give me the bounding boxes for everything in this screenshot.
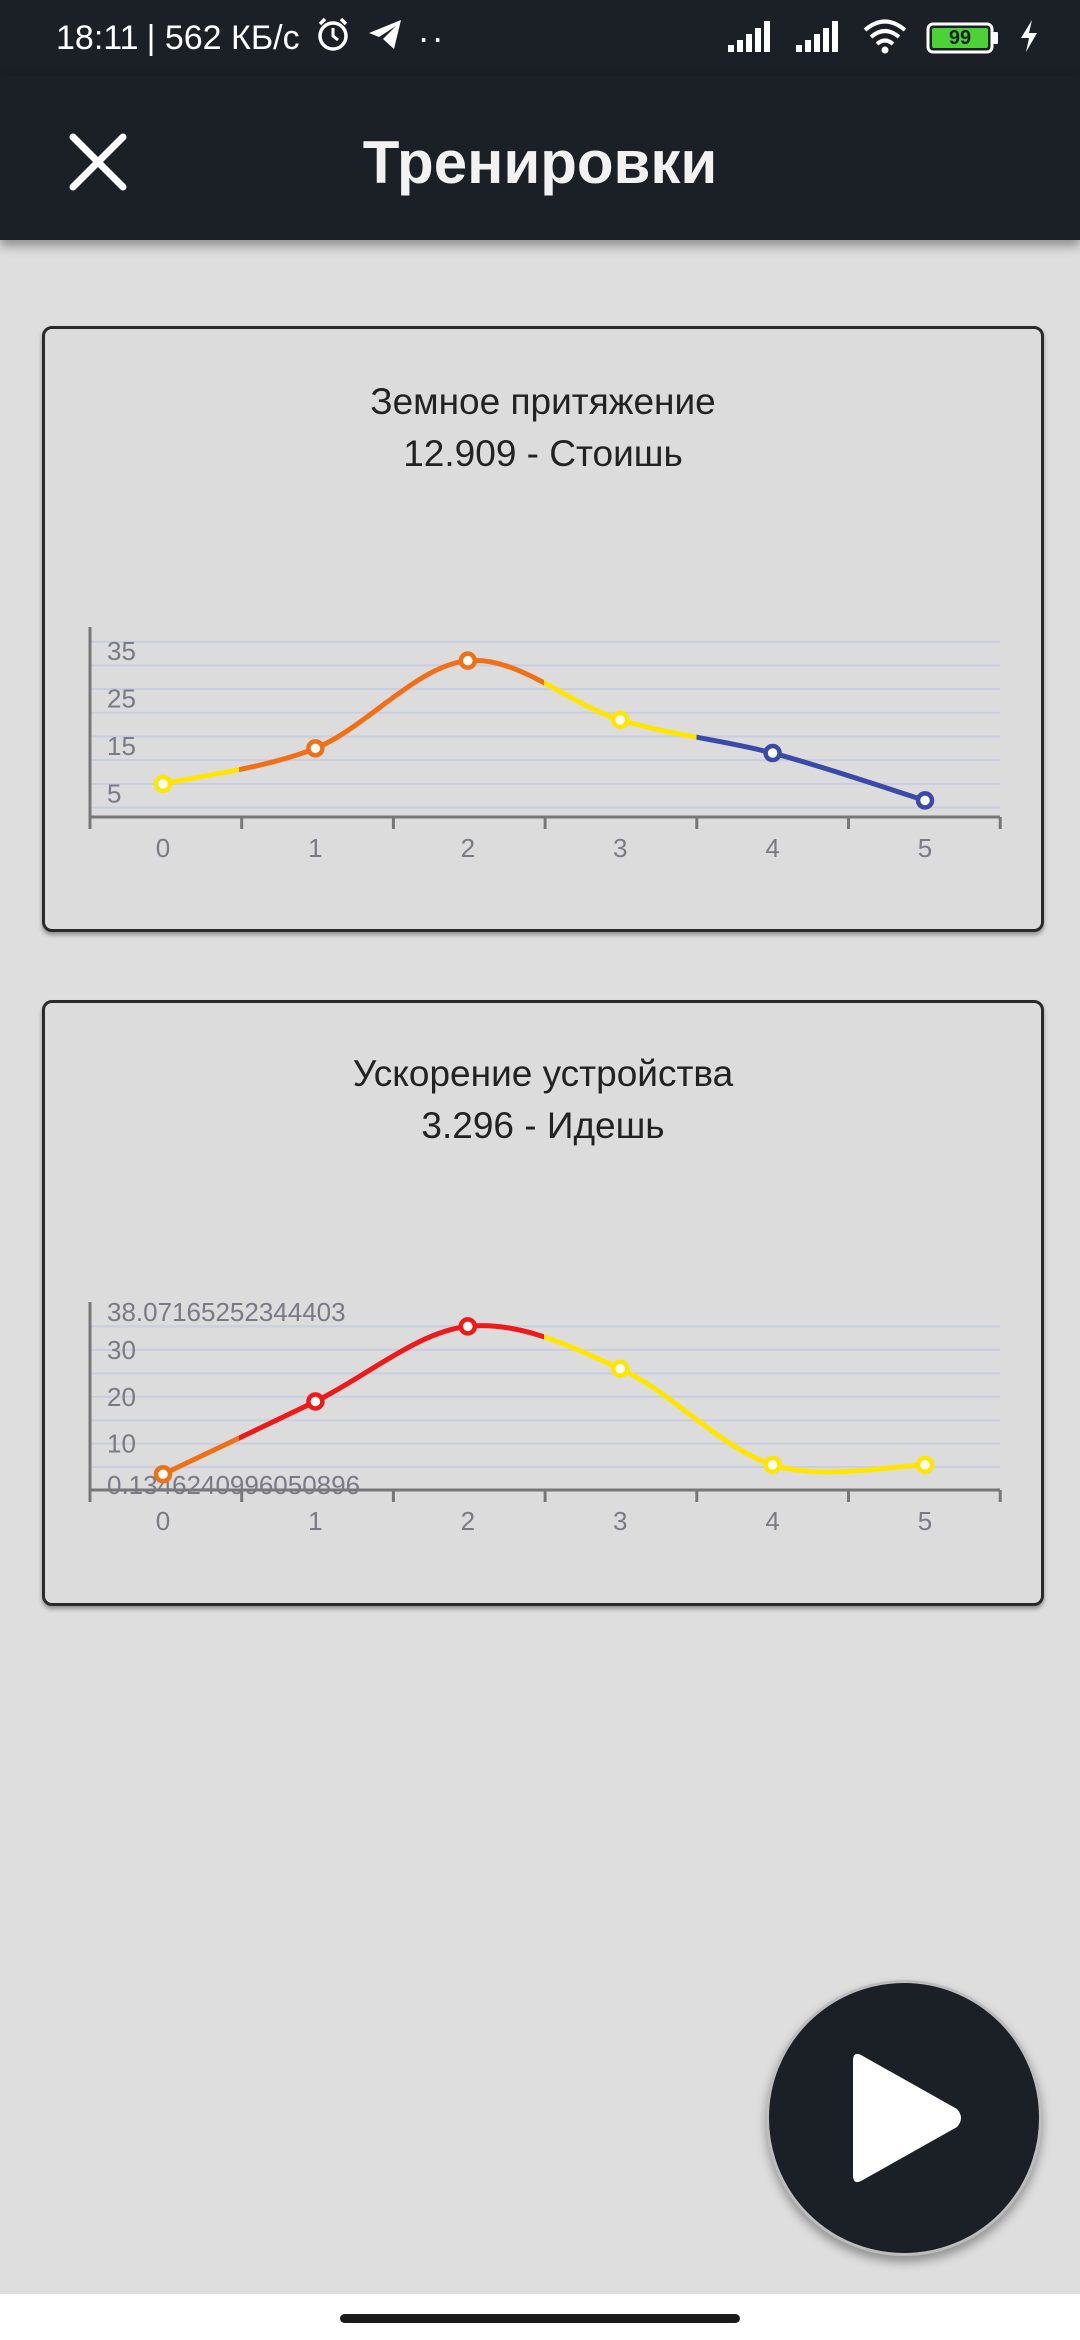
gravity-card: Земное притяжение 12.909 - Стоишь 0 1 2 3 4 5… (42, 326, 1044, 932)
x-tick-label: 2 (461, 833, 475, 863)
app-bar: Тренировки (0, 76, 1080, 240)
status-bar: 18:11 | 562 КБ/с ·· (0, 0, 1080, 76)
series-line-segment (160, 745, 318, 787)
card-subtitle: 3.296 - Идешь (421, 1105, 665, 1146)
series-line-segment (312, 1323, 471, 1404)
signal-icon (726, 19, 776, 58)
x-tick-label: 0 (156, 1506, 170, 1536)
data-point (153, 1464, 173, 1484)
data-point (458, 1317, 478, 1336)
series-line-segment (617, 1366, 776, 1468)
close-button[interactable] (58, 122, 138, 202)
data-point (458, 651, 478, 670)
x-tick-label: 5 (918, 1506, 932, 1536)
series-line-segment (465, 657, 623, 723)
play-icon (853, 2053, 961, 2183)
telegram-icon (366, 15, 404, 62)
status-bar-right: 99 (726, 0, 1040, 76)
y-tick-label: 38.07165252344403 (107, 1297, 346, 1327)
status-time: 18:11 (56, 18, 139, 57)
y-tick-label: 0.1346240996050896 (107, 1470, 360, 1500)
x-tick-label: 1 (308, 833, 322, 863)
series-line-segment (312, 658, 471, 751)
y-tick-label: 10 (107, 1429, 136, 1459)
y-tick-label: 20 (107, 1382, 136, 1412)
wifi-icon (862, 18, 908, 59)
signal-icon (794, 19, 844, 58)
page-title: Тренировки (362, 129, 718, 196)
data-point (763, 1455, 782, 1475)
y-tick-label: 5 (107, 778, 121, 808)
data-point (610, 710, 630, 730)
x-tick-label: 2 (461, 1506, 475, 1536)
charging-icon (1018, 19, 1040, 58)
data-point (763, 743, 782, 763)
series-line-segment (160, 1398, 318, 1477)
acceleration-chart: 0 1 2 3 4 5 38.07165252344403 30 20 10 0.134624099… (88, 1297, 1002, 1536)
status-bar-left: 18:11 | 562 КБ/с ·· (56, 0, 446, 76)
close-icon (69, 133, 127, 191)
card-title: Ускорение устройства (352, 1053, 734, 1094)
data-point (610, 1359, 630, 1378)
x-tick-label: 5 (918, 833, 932, 863)
card-title: Земное притяжение (370, 381, 716, 422)
home-indicator[interactable] (340, 2314, 740, 2323)
series-line-segment (617, 717, 776, 756)
series-line-segment (770, 750, 928, 803)
alarm-icon (314, 15, 352, 62)
series-line-segment (465, 1323, 623, 1372)
data-point (306, 1392, 325, 1411)
network-speed: | 562 КБ/с (146, 18, 300, 57)
y-tick-label: 15 (107, 731, 136, 761)
x-tick-label: 4 (765, 1506, 779, 1536)
card-subtitle: 12.909 - Стоишь (403, 433, 683, 474)
x-tick-label: 0 (156, 833, 170, 863)
start-training-button[interactable] (766, 1980, 1042, 2256)
y-tick-label: 30 (107, 1335, 136, 1365)
y-tick-label: 25 (107, 684, 136, 714)
battery-level: 99 (948, 27, 972, 49)
data-point (915, 1455, 935, 1475)
data-point (153, 774, 173, 794)
y-tick-label: 35 (107, 636, 136, 666)
data-point (306, 739, 325, 758)
x-tick-label: 4 (765, 833, 779, 863)
battery-icon: 99 (926, 21, 1000, 55)
x-tick-label: 3 (613, 1506, 627, 1536)
x-tick-label: 1 (308, 1506, 322, 1536)
acceleration-card: Ускорение устройства 3.296 - Идешь 0 1 2 3 4… (42, 1000, 1044, 1606)
data-point (915, 791, 935, 810)
series-line-segment (770, 1462, 928, 1475)
more-notifications: ·· (417, 17, 446, 58)
x-tick-label: 3 (613, 833, 627, 863)
